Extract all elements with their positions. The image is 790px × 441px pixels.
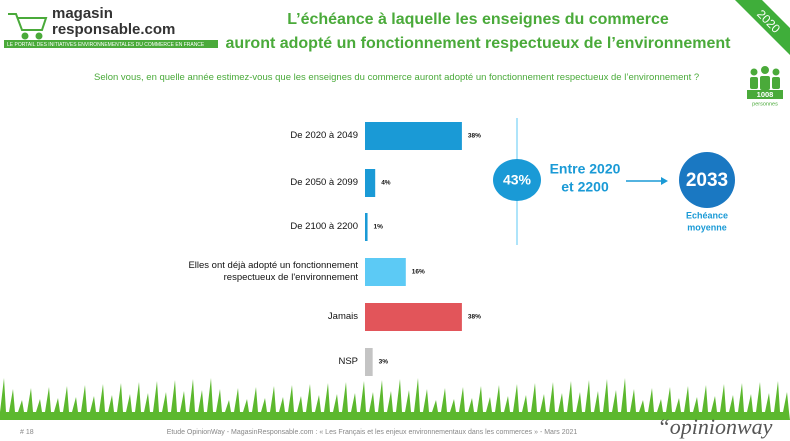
bar	[365, 169, 375, 197]
logo-text: magasin	[52, 5, 113, 22]
value-label: 3%	[379, 359, 389, 366]
page-number: # 18	[20, 429, 34, 436]
category-label: Jamais	[148, 311, 358, 323]
people-icon	[750, 66, 780, 90]
category-label: Elles ont déjà adopté un fonctionnement …	[148, 260, 358, 284]
source: Etude OpinionWay - MagasinResponsable.co…	[167, 429, 578, 436]
category-label: De 2100 à 2200	[148, 221, 358, 233]
average-label: moyenne	[687, 222, 727, 232]
logo-text: responsable.com	[52, 21, 175, 38]
slide: magasin responsable.com LE PORTAIL DES I…	[0, 0, 790, 441]
average-label: Echéance	[686, 210, 728, 220]
bar	[365, 258, 406, 286]
value-label: 38%	[468, 133, 481, 140]
bar	[365, 122, 462, 150]
value-label: 38%	[468, 314, 481, 321]
bar	[365, 213, 368, 241]
title: auront adopté un fonctionnement respectu…	[226, 35, 732, 52]
range: Entre 2020	[550, 161, 621, 177]
arrow-head	[661, 177, 668, 185]
bar	[365, 348, 373, 376]
share: 43%	[503, 172, 532, 188]
sample-size: 1008	[757, 90, 774, 99]
value-label: 1%	[374, 224, 384, 231]
value-label: 4%	[381, 180, 391, 187]
title: L’échéance à laquelle les enseignes du c…	[287, 11, 669, 28]
sample-label: personnes	[752, 101, 778, 107]
average-year: 2033	[686, 170, 728, 191]
canvas: magasin responsable.com LE PORTAIL DES I…	[0, 0, 790, 441]
category-label: De 2050 à 2099	[148, 177, 358, 189]
range: et 2200	[561, 179, 609, 195]
logo-tagline: LE PORTAIL DES INITIATIVES ENVIRONNEMENT…	[7, 42, 205, 48]
category-label: De 2020 à 2049	[148, 130, 358, 142]
category-label: NSP	[148, 356, 358, 368]
bar	[365, 303, 462, 331]
question: Selon vous, en quelle année estimez-vous…	[94, 72, 734, 84]
logo-cart	[8, 14, 46, 39]
value-label: 16%	[412, 269, 425, 276]
brand: “opinionway	[658, 414, 773, 439]
